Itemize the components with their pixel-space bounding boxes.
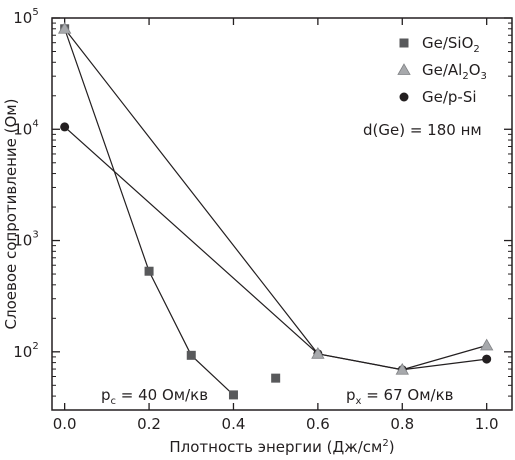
x-tick-label: 0.4 [222, 415, 246, 433]
legend-label-part: 2 [462, 71, 468, 82]
ge-al2o3-point [395, 362, 409, 375]
legend-label-part: O [469, 61, 481, 79]
pc-symbol: p [101, 386, 111, 404]
y-tick-label: 105 [13, 7, 38, 27]
y-tick-base: 10 [13, 120, 32, 138]
ge-psi-point [60, 122, 70, 132]
ge-sio2-line [64, 28, 234, 396]
y-tick-exponent: 4 [32, 118, 38, 129]
x-tick-label: 0.8 [390, 415, 414, 433]
x-axis-title-tail: ) [389, 438, 395, 456]
series-markers [57, 21, 494, 400]
x-axis-title-main: Плотность энергии (Дж/см [169, 438, 382, 456]
ge-psi-line [64, 126, 487, 371]
thickness-annotation: d(Ge) = 180 нм [363, 121, 482, 139]
y-tick-label: 103 [13, 230, 38, 250]
plot-frame [51, 17, 513, 411]
ge-al2o3-point [311, 346, 325, 359]
x-tick-label: 0.2 [137, 415, 161, 433]
px-value: = 67 Ом/кв [361, 386, 453, 404]
legend-label-part: 3 [481, 71, 487, 82]
px-symbol: p [346, 386, 356, 404]
y-axis-title: Слоевое сопротивление (Ом) [2, 99, 20, 330]
px-annotation: px = 67 Ом/кв [346, 386, 454, 407]
pc-annotation: pc = 40 Ом/кв [101, 386, 208, 407]
x-axis-title: Плотность энергии (Дж/см2) [169, 438, 394, 456]
x-axis-title-sup: 2 [382, 438, 388, 449]
series-lines [64, 28, 487, 396]
ge-sio2-point [144, 266, 154, 276]
y-tick-label: 102 [13, 341, 38, 361]
y-tick-label: 104 [13, 118, 38, 138]
y-tick-base: 10 [13, 343, 32, 361]
legend-label-part: 2 [473, 44, 479, 55]
ge-sio2-point [186, 350, 196, 360]
x-tick-label: 0.0 [53, 415, 77, 433]
ge-al2o3-point [479, 338, 494, 351]
ge-sio2-point [271, 373, 281, 383]
y-tick-base: 10 [13, 232, 32, 250]
ge-sio2-legend-label: Ge/SiO2 [422, 34, 480, 55]
ge-al2o3-line [64, 28, 487, 371]
px-subscript: x [356, 396, 362, 407]
ge-psi-point [482, 354, 492, 364]
ge-sio2-legend-marker [399, 38, 409, 48]
y-tick-base: 10 [13, 9, 32, 27]
ge-sio2-point [228, 390, 238, 400]
ge-al2o3-point [57, 21, 72, 34]
legend-label-part: Ge/Al [422, 61, 462, 79]
ge-psi-legend-marker [399, 92, 409, 102]
y-tick-exponent: 3 [32, 230, 38, 241]
ge-al2o3-legend-marker [397, 63, 411, 75]
x-tick-label: 0.6 [306, 415, 330, 433]
pc-value: = 40 Ом/кв [116, 386, 208, 404]
legend-label-part: Ge/p-Si [422, 88, 477, 106]
ge-al2o3-legend-label: Ge/Al2O3 [422, 61, 487, 82]
y-tick-exponent: 2 [32, 341, 38, 352]
legend-label-part: Ge/SiO [422, 34, 473, 52]
y-tick-exponent: 5 [32, 7, 38, 18]
x-tick-label: 1.0 [475, 415, 499, 433]
ge-psi-legend-label: Ge/p-Si [422, 88, 477, 106]
pc-subscript: c [111, 396, 117, 407]
